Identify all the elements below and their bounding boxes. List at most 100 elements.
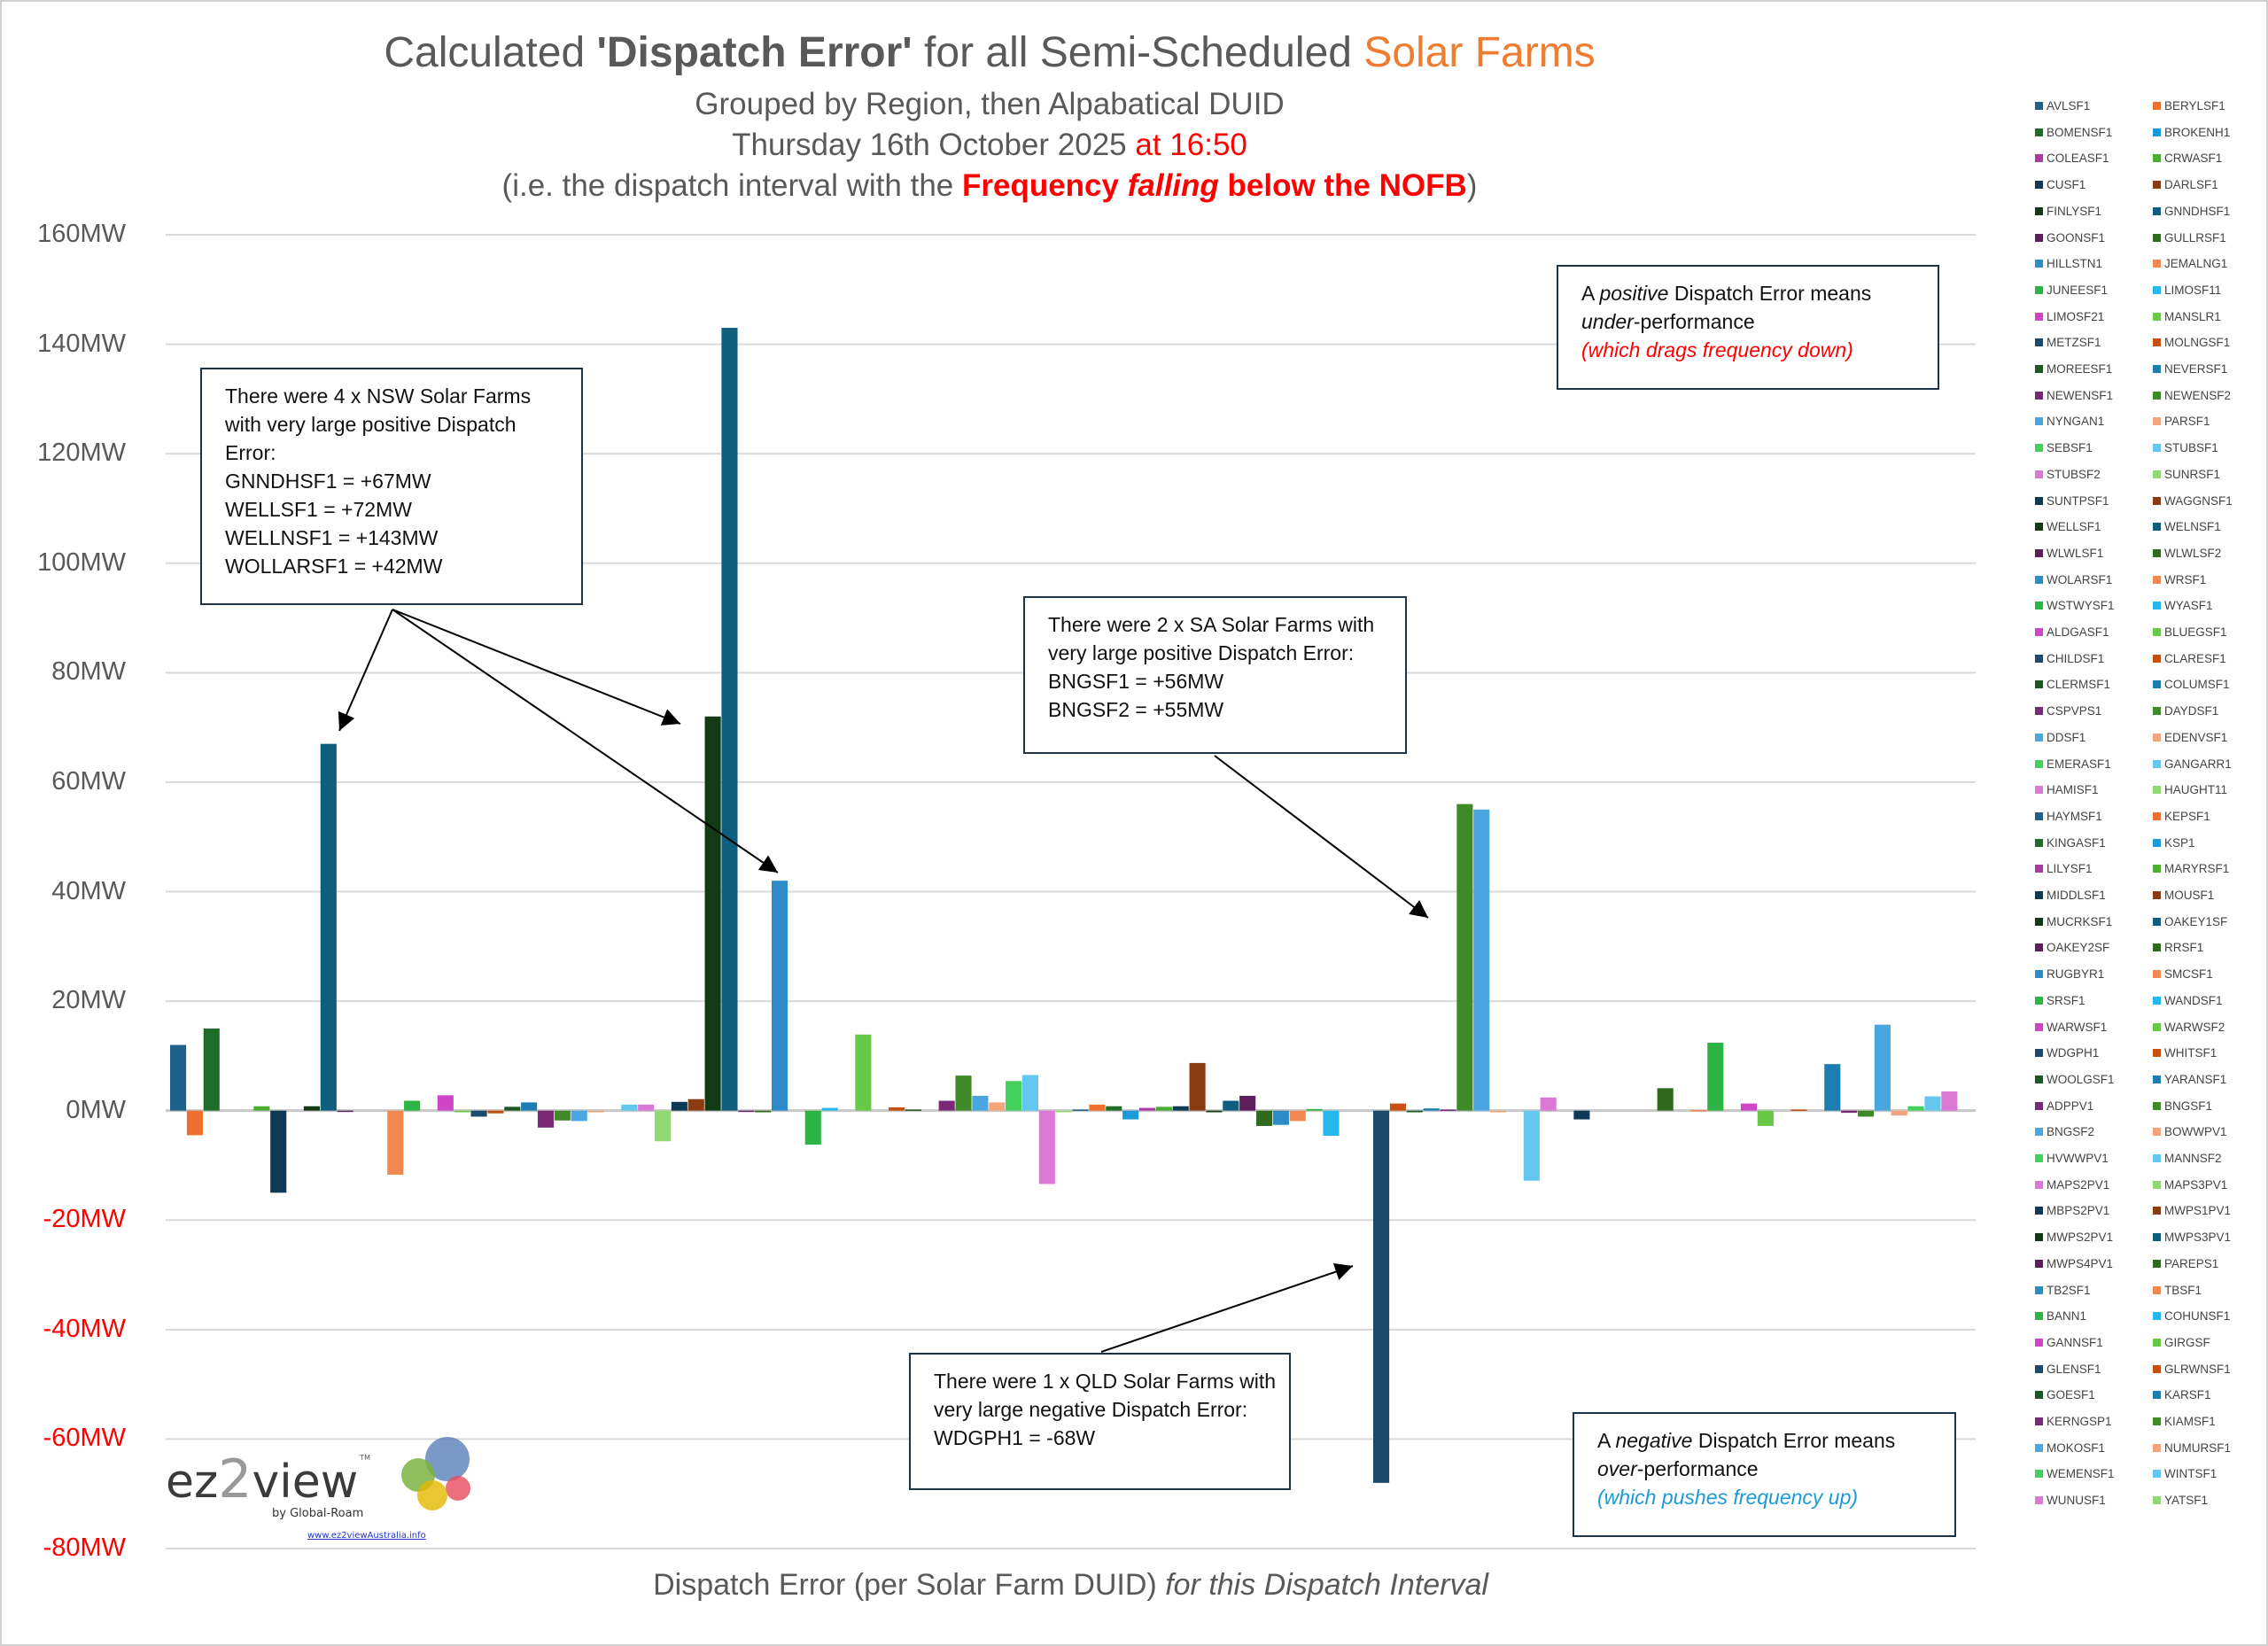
legend-item: WOOLGSF1 <box>2035 1073 2115 1086</box>
legend-item: GLRWNSF1 <box>2153 1363 2231 1376</box>
bar-finlysf1 <box>303 1106 320 1111</box>
legend-swatch <box>2035 154 2043 163</box>
annotation-line: WELLNSF1 = +143MW <box>225 526 439 549</box>
logo-link[interactable]: www.ez2viewAustralia.info <box>307 1531 426 1541</box>
legend-item: TB2SF1 <box>2035 1284 2091 1297</box>
legend-item: TBSF1 <box>2153 1284 2202 1297</box>
legend-item: GOESF1 <box>2035 1388 2095 1401</box>
legend-item: NUMURSF1 <box>2153 1441 2231 1455</box>
legend-item: OAKEY1SF <box>2153 915 2227 928</box>
title-text-mid: for all Semi-Scheduled <box>912 29 1364 76</box>
legend-label: WANDSF1 <box>2164 993 2223 1007</box>
bar-wellsf1 <box>704 716 721 1111</box>
legend-label: CLARESF1 <box>2164 651 2226 665</box>
y-tick-label: 100MW <box>37 547 126 577</box>
legend-swatch <box>2035 206 2043 215</box>
legend-item: GULLRSF1 <box>2153 231 2226 245</box>
legend-label: DAYDSF1 <box>2164 704 2219 718</box>
legend-swatch <box>2035 444 2043 453</box>
legend-swatch <box>2035 838 2043 847</box>
legend-item: MOREESF1 <box>2035 362 2112 376</box>
legend-label: MOUSF1 <box>2164 889 2215 902</box>
legend-label: MOKOSF1 <box>2047 1440 2106 1455</box>
legend-item: KSP1 <box>2153 836 2195 850</box>
legend-item: MUCRKSF1 <box>2035 915 2112 928</box>
legend-item: DAYDSF1 <box>2153 704 2218 718</box>
note-frequency: Frequency <box>961 168 1128 203</box>
legend-label: GLRWNSF1 <box>2164 1362 2231 1376</box>
arrow-wdgph1 <box>1100 1263 1354 1353</box>
annotation-line: A negative Dispatch Error means <box>1597 1429 1896 1452</box>
bar-newensf2 <box>554 1110 571 1121</box>
legend-swatch <box>2035 417 2043 426</box>
legend-swatch <box>2035 628 2043 636</box>
legend-label: KINGASF1 <box>2047 835 2106 850</box>
legend-label: CHILDSF1 <box>2047 651 2105 665</box>
annotation-line: A positive Dispatch Error means <box>1581 282 1872 305</box>
legend-label: SEBSF1 <box>2047 441 2093 455</box>
legend-item: GIRGSF <box>2153 1336 2210 1349</box>
legend-item: MWPS2PV1 <box>2035 1231 2113 1244</box>
legend-label: MANSLR1 <box>2164 309 2221 323</box>
legend-swatch <box>2153 206 2161 215</box>
legend-item: STUBSF1 <box>2153 441 2218 454</box>
legend-item: WYASF1 <box>2153 599 2213 612</box>
legend-swatch <box>2035 1207 2043 1215</box>
bar-waggnsf1 <box>687 1099 704 1111</box>
bar-clermsf1 <box>905 1109 921 1111</box>
legend-label: BNGSF2 <box>2047 1125 2095 1139</box>
bar-ksp1 <box>1122 1110 1139 1120</box>
bar-ddsf1 <box>972 1095 989 1111</box>
arrow-wellsf1 <box>392 609 681 726</box>
legend-swatch <box>2153 654 2161 663</box>
bar-neversf1 <box>521 1102 538 1111</box>
y-tick-label: 140MW <box>37 329 126 358</box>
arrow-wolarsf1 <box>392 609 779 873</box>
annotation-line: There were 4 x NSW Solar Farms <box>225 384 532 408</box>
bar-kepsf1 <box>1089 1104 1106 1111</box>
legend-swatch <box>2035 865 2043 873</box>
legend-label: RUGBYR1 <box>2047 967 2105 982</box>
legend-label: WHITSF1 <box>2164 1046 2218 1060</box>
legend-swatch <box>2035 260 2043 268</box>
y-tick-label: 40MW <box>51 876 126 905</box>
legend-item: WELNSF1 <box>2153 520 2221 533</box>
bar-mannsf2 <box>1523 1110 1540 1181</box>
legend-item: BNGSF1 <box>2153 1099 2212 1113</box>
title-text: Calculated <box>384 29 597 76</box>
annotation-line: under-performance <box>1581 310 1755 333</box>
logo-tm: TM <box>359 1454 370 1462</box>
annotation-line: (which drags frequency down) <box>1581 338 1853 361</box>
bar-mousf1 <box>1189 1062 1206 1111</box>
legend-label: WLWLSF2 <box>2164 546 2222 560</box>
legend-item: HVWWPV1 <box>2035 1152 2109 1165</box>
legend-item: BANN1 <box>2035 1309 2086 1323</box>
legend-item: WUNUSF1 <box>2035 1494 2106 1507</box>
legend-label: LILYSF1 <box>2047 862 2093 876</box>
legend-swatch <box>2035 943 2043 952</box>
bar-moreesf1 <box>504 1106 521 1111</box>
legend-item: MARYRSF1 <box>2153 862 2229 875</box>
legend-swatch <box>2035 680 2043 689</box>
bar-mbps2pv1 <box>1573 1110 1590 1120</box>
bar-haught11 <box>1055 1110 1072 1113</box>
legend-item: LIMOSF11 <box>2153 283 2221 297</box>
bar-wemensf1 <box>1907 1106 1924 1111</box>
legend-item: WDGPH1 <box>2035 1046 2099 1060</box>
bar-wlwlsf2 <box>755 1110 772 1113</box>
legend-swatch <box>2035 285 2043 294</box>
legend-swatch <box>2035 733 2043 741</box>
legend-item: CUSF1 <box>2035 178 2085 191</box>
legend-label: DARLSF1 <box>2164 178 2218 192</box>
bar-rrsf1 <box>1255 1110 1273 1126</box>
legend-label: WSTWYSF1 <box>2047 599 2115 613</box>
legend-label: MIDDLSF1 <box>2047 889 2106 902</box>
bar-wyasf1 <box>821 1107 838 1111</box>
legend-item: WLWLSF1 <box>2035 547 2103 560</box>
legend-swatch <box>2153 1417 2161 1425</box>
y-tick-label: 80MW <box>51 657 126 687</box>
legend-swatch <box>2035 1233 2043 1242</box>
bars <box>170 328 1958 1483</box>
legend-item: JEMALNG1 <box>2153 257 2227 270</box>
